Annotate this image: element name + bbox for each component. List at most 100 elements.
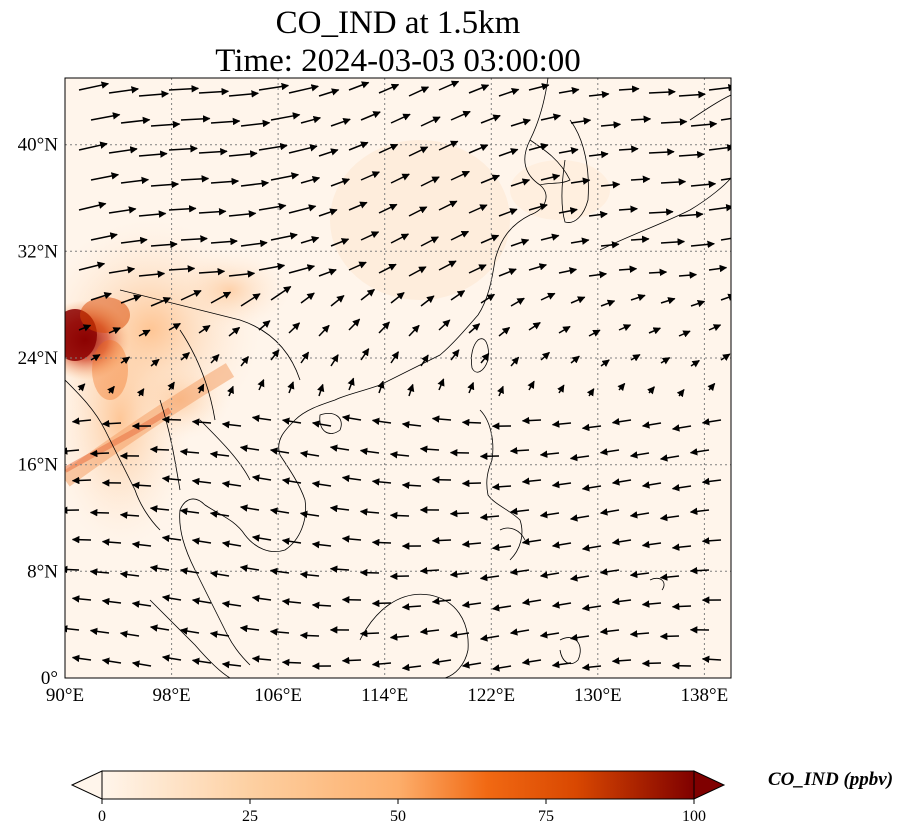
wind-arrow (287, 381, 295, 394)
wind-arrow (300, 236, 320, 244)
wind-arrow (659, 632, 680, 641)
wind-arrow (588, 270, 608, 279)
wind-arrow (480, 234, 500, 244)
wind-arrow (540, 113, 562, 121)
wind-arrow (311, 601, 332, 610)
wind-arrow (581, 663, 602, 671)
lat-tick-label: 40°N (18, 135, 59, 156)
wind-arrow (480, 114, 501, 124)
wind-arrow (150, 297, 171, 307)
wind-arrow (419, 566, 440, 575)
wind-arrow (197, 383, 205, 394)
wind-arrow (251, 534, 272, 542)
wind-arrow (221, 660, 242, 669)
wind-arrow (378, 143, 399, 154)
wind-arrow (359, 629, 380, 638)
wind-arrow (408, 86, 430, 97)
wind-arrow (371, 417, 392, 426)
wind-arrow (551, 660, 572, 669)
wind-arrow (239, 444, 260, 452)
wind-arrow (510, 118, 531, 127)
wind-arrow (167, 381, 175, 391)
wind-arrow (420, 116, 441, 127)
wind-arrow (509, 628, 530, 636)
lon-tick-label: 138°E (681, 685, 729, 706)
wind-arrow (209, 450, 230, 459)
wind-arrow (618, 145, 639, 153)
wind-arrow (138, 329, 151, 337)
wind-arrow (660, 297, 676, 305)
wind-arrow (191, 657, 212, 665)
wind-arrow (300, 351, 310, 364)
wind-arrow (89, 627, 110, 636)
wind-arrow (660, 178, 687, 186)
colorbar-tick-label: 75 (538, 808, 554, 825)
wind-arrow (408, 206, 428, 217)
wind-arrow (648, 88, 676, 96)
wind-arrow (150, 358, 160, 367)
wind-arrow (240, 179, 270, 188)
wind-arrow (630, 293, 646, 302)
wind-arrow (389, 451, 410, 459)
wind-arrow (630, 115, 652, 124)
wind-arrow (78, 324, 92, 332)
wind-arrow (521, 598, 542, 606)
wind-arrow (168, 85, 200, 93)
wind-arrow (498, 268, 517, 277)
wind-arrow (660, 238, 686, 246)
wind-arrow (588, 90, 610, 99)
wind-arrow (671, 543, 692, 551)
wind-arrow (521, 658, 542, 666)
wind-arrow (551, 420, 572, 428)
wind-arrow (198, 324, 211, 334)
wind-arrow (569, 574, 590, 582)
wind-arrow (600, 299, 616, 307)
wind-arrow (240, 119, 271, 128)
wind-arrow (431, 415, 452, 423)
wind-arrow (570, 177, 591, 185)
wind-arrow (281, 477, 302, 485)
wind-arrow (281, 598, 302, 606)
wind-arrow (209, 630, 230, 638)
wind-arrow (371, 660, 392, 668)
colorbar-tick-label: 50 (390, 808, 406, 825)
wind-arrow (408, 266, 427, 277)
wind-arrow (570, 355, 580, 364)
colorbar-extend-high (693, 770, 726, 800)
wind-arrow (221, 600, 242, 608)
wind-arrow (360, 171, 380, 181)
wind-arrow (228, 90, 259, 98)
colorbar-tick-label: 0 (98, 808, 106, 825)
wind-arrow (678, 330, 691, 338)
wind-arrow (521, 477, 542, 485)
wind-arrow (210, 237, 238, 246)
wind-arrow (359, 508, 380, 516)
wind-arrow (180, 175, 210, 183)
wind-arrow (360, 111, 381, 121)
wind-arrow (551, 601, 572, 609)
wind-arrow (221, 420, 242, 429)
wind-arrow (540, 292, 556, 301)
wind-arrow (329, 565, 350, 573)
map-frame (64, 77, 732, 679)
wind-arrow (270, 349, 280, 361)
wind-arrow (258, 142, 288, 151)
wind-arrow (498, 208, 518, 217)
wind-arrow (168, 265, 196, 273)
wind-arrow (101, 597, 122, 606)
wind-arrow (239, 624, 260, 633)
wind-arrow (251, 594, 272, 603)
wind-arrow (551, 541, 572, 549)
wind-arrow (191, 418, 212, 426)
wind-arrow (168, 205, 197, 213)
wind-arrow (258, 262, 286, 271)
wind-arrow (450, 230, 470, 241)
wind-arrow (450, 110, 471, 121)
lat-tick-label: 0° (41, 668, 58, 689)
wind-arrow (198, 147, 228, 156)
wind-arrow (510, 297, 525, 307)
wind-arrow (570, 237, 590, 245)
wind-arrow (179, 567, 200, 575)
wind-arrow (269, 447, 290, 455)
